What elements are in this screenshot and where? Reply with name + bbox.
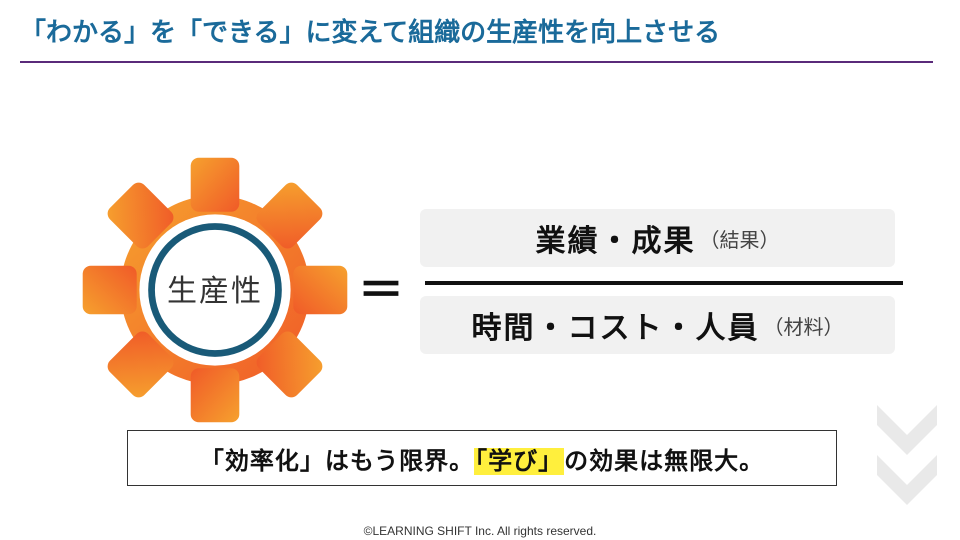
callout-post: の効果は無限大。 xyxy=(564,448,764,475)
callout-text: 「効率化」はもう限界。「学び」の効果は無限大。 xyxy=(200,441,764,476)
callout-highlight: 「学び」 xyxy=(474,448,564,475)
numerator-sub: （結果） xyxy=(700,224,780,253)
numerator-main: 業績・成果 xyxy=(536,216,696,260)
denominator-sub: （材料） xyxy=(764,311,844,340)
title-block: 「わかる」を「できる」に変えて組織の生産性を向上させる xyxy=(20,12,933,63)
numerator-box: 業績・成果 （結果） xyxy=(420,209,895,267)
footer-copyright: ©LEARNING SHIFT Inc. All rights reserved… xyxy=(0,524,960,538)
callout-pre: 「効率化」はもう限界。 xyxy=(200,448,474,475)
denominator-main: 時間・コスト・人員 xyxy=(472,303,760,347)
title-underline xyxy=(20,61,933,63)
chevron-down-icon xyxy=(872,400,942,520)
equals-sign: ＝ xyxy=(358,254,404,320)
page-title: 「わかる」を「できる」に変えて組織の生産性を向上させる xyxy=(20,12,933,61)
callout-box: 「効率化」はもう限界。「学び」の効果は無限大。 xyxy=(127,430,837,486)
gear-label: 生産性 xyxy=(167,266,263,310)
fraction-line xyxy=(425,281,903,285)
denominator-box: 時間・コスト・人員 （材料） xyxy=(420,296,895,354)
gear-diagram: 生産性 xyxy=(80,155,350,425)
